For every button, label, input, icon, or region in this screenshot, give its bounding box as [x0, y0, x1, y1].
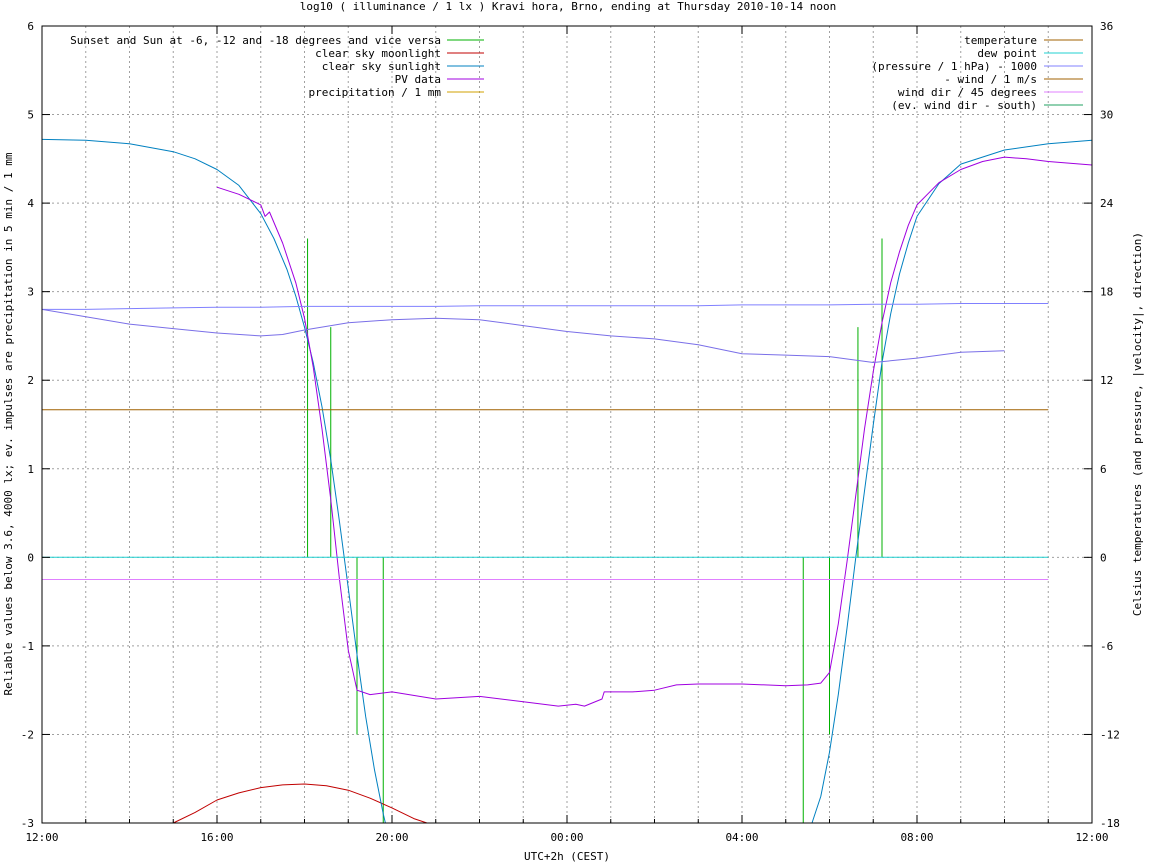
y2-tick-label: 6 [1100, 463, 1107, 476]
y-tick-label: -2 [21, 728, 34, 741]
grid-layer [42, 26, 1092, 823]
y2-tick-label: -18 [1100, 817, 1120, 830]
x-tick-label: 12:00 [25, 831, 58, 844]
series-layer [41, 138, 1093, 824]
legend-layer: Sunset and Sun at -6, -12 and -18 degree… [70, 34, 1083, 112]
legend-left-label: precipitation / 1 mm [309, 86, 442, 99]
legend-left-label: Sunset and Sun at -6, -12 and -18 degree… [70, 34, 441, 47]
x-tick-label: 20:00 [375, 831, 408, 844]
x-tick-label: 12:00 [1075, 831, 1108, 844]
x-tick-label: 16:00 [200, 831, 233, 844]
x-axis-label: UTC+2h (CEST) [524, 850, 610, 863]
series-slate [41, 308, 1005, 363]
series-pv-data [216, 156, 1093, 707]
legend-right-label: temperature [964, 34, 1037, 47]
y2-tick-label: 18 [1100, 286, 1113, 299]
series-pressure-1-hpa-1000 [42, 303, 1049, 310]
y-tick-label: -3 [21, 817, 34, 830]
y2-tick-label: 0 [1100, 551, 1107, 564]
y-tick-label: 3 [27, 286, 34, 299]
x-tick-label: 08:00 [900, 831, 933, 844]
y2-tick-label: 30 [1100, 109, 1113, 122]
y2-tick-label: 36 [1100, 20, 1113, 33]
x-tick-label: 00:00 [550, 831, 583, 844]
series-clear-sky-moonlight [173, 783, 428, 824]
y2-tick-label: 24 [1100, 197, 1114, 210]
y-axis-label: Reliable values below 3.6, 4000 lx; ev. … [2, 152, 15, 695]
legend-right-label: dew point [977, 47, 1037, 60]
y2-axis-label: Celsius temperatures (and pressure, |vel… [1131, 232, 1144, 616]
y-tick-label: 6 [27, 20, 34, 33]
plot-frame [41, 25, 1093, 824]
y2-tick-label: -6 [1100, 640, 1113, 653]
legend-left-label: clear sky moonlight [315, 47, 441, 60]
axes-layer: 12:00 16:00 20:00 00:00 04:00 08:00 12:00-3-2-… [21, 20, 1120, 844]
y2-tick-label: 12 [1100, 374, 1113, 387]
y-tick-label: -1 [21, 640, 34, 653]
legend-right-label: (ev. wind dir - south) [891, 99, 1037, 112]
legend-right-label: wind dir / 45 degrees [898, 86, 1037, 99]
y-tick-label: 1 [27, 463, 34, 476]
y-tick-label: 5 [27, 109, 34, 122]
legend-right-label: (pressure / 1 hPa) - 1000 [871, 60, 1037, 73]
y2-tick-label: -12 [1100, 728, 1120, 741]
legend-right-label: - wind / 1 m/s [944, 73, 1037, 86]
chart-title: log10 ( illuminance / 1 lx ) Kravi hora,… [300, 0, 836, 13]
y-tick-label: 0 [27, 551, 34, 564]
y-tick-label: 2 [27, 374, 34, 387]
legend-left-label: PV data [395, 73, 441, 86]
y-tick-label: 4 [27, 197, 34, 210]
legend-left-label: clear sky sunlight [322, 60, 441, 73]
x-tick-label: 04:00 [725, 831, 758, 844]
